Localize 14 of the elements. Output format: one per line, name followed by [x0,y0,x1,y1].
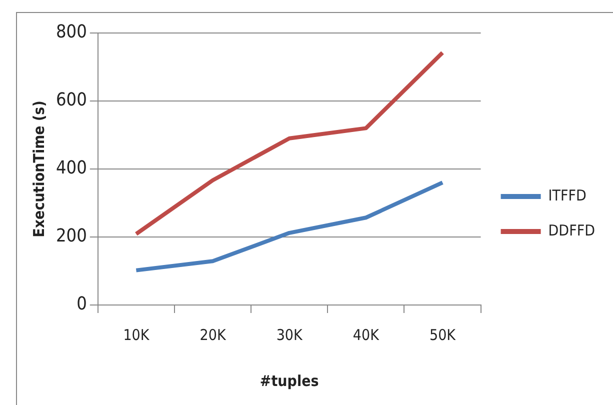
legend-label: ITFFD [548,186,586,204]
x-tick-label: 40K [352,326,380,344]
y-axis-title: ExecutionTime (s) [30,100,48,238]
x-tick-label: 30K [276,326,304,344]
y-tick-label: 200 [56,226,87,247]
legend-label: DDFFD [548,221,596,240]
y-tick-label: 800 [56,22,87,43]
x-tick-label: 10K [123,326,150,344]
y-tick-label: 400 [56,158,87,179]
x-tick-label: 20K [200,326,227,344]
y-tick-label: 600 [56,90,87,111]
x-tick-label: 50K [429,326,457,344]
y-tick-label: 0 [76,294,87,315]
x-axis-title: #tuples [260,372,319,390]
